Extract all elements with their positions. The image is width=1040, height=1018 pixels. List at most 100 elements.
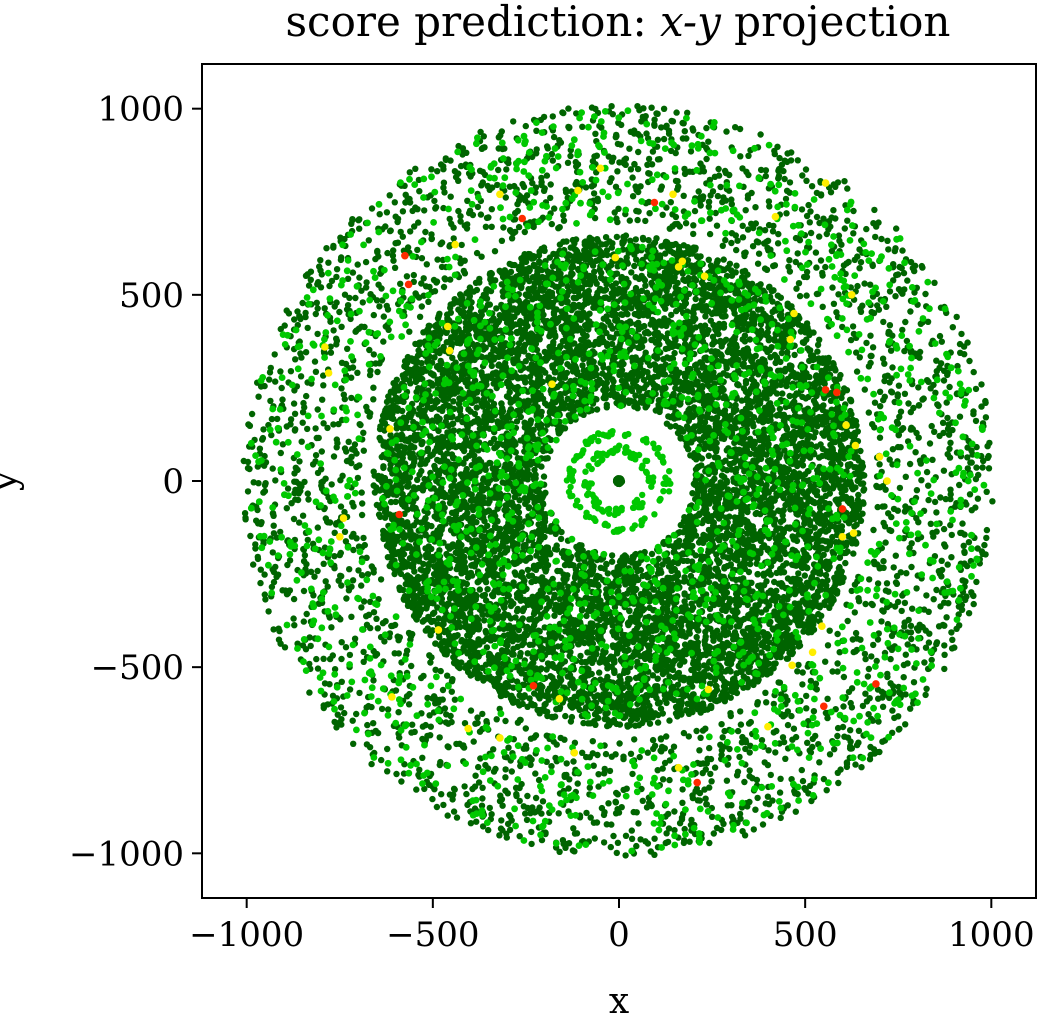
scatter-point: [569, 477, 576, 484]
scatter-point: [632, 236, 639, 243]
scatter-point: [752, 510, 759, 518]
scatter-point: [518, 569, 526, 576]
scatter-point: [505, 592, 512, 599]
scatter-point: [632, 284, 640, 292]
scatter-point: [447, 301, 454, 308]
scatter-point: [606, 449, 613, 456]
scatter-point: [749, 398, 757, 405]
scatter-point: [590, 455, 597, 463]
scatter-point: [563, 477, 571, 484]
scatter-point: [665, 488, 673, 495]
scatter-point: [621, 431, 629, 439]
scatter-point: [588, 480, 595, 487]
scatter-point: [681, 574, 688, 581]
scatter-point: [850, 550, 857, 557]
scatter-point: [596, 669, 603, 676]
scatter-point: [590, 498, 598, 506]
scatter-point: [621, 449, 629, 456]
scatter-point: [604, 722, 611, 730]
scatter-point: [416, 471, 423, 478]
scatter-point: [814, 348, 821, 355]
scatter-point: [645, 474, 653, 481]
scatter-point: [857, 447, 864, 455]
scatter-point: [565, 488, 573, 496]
scatter-point: [579, 362, 586, 369]
scatter-point: [613, 447, 620, 454]
scatter-point: [524, 650, 531, 657]
scatter-point: [705, 578, 713, 586]
scatter-point: [745, 568, 753, 576]
scatter-point: [633, 585, 640, 593]
scatter-point: [612, 508, 619, 515]
scatter-point: [577, 652, 584, 660]
scatter-point: [582, 468, 589, 475]
scatter-point: [629, 525, 636, 532]
scatter-point: [603, 715, 610, 723]
scatter-point: [567, 483, 574, 491]
scatter-point: [596, 451, 604, 458]
scatter-point: [814, 341, 822, 349]
scatter-point: [554, 643, 562, 650]
chart-title: score prediction: x-y projection: [286, 0, 951, 46]
scatter-point: [598, 457, 605, 464]
scatter-point: [659, 453, 666, 460]
scatter-point: [554, 567, 561, 575]
scatter-point: [601, 521, 608, 528]
scatter-point: [526, 616, 533, 623]
scatter-point: [387, 498, 395, 506]
scatter-point: [585, 490, 592, 497]
scatter-point: [623, 444, 630, 451]
scatter-point: [720, 256, 727, 263]
scatter-point: [429, 610, 437, 617]
scatter-point: [530, 254, 538, 261]
scatter-point: [430, 571, 438, 578]
scatter-point: [376, 434, 383, 442]
scatter-point: [642, 457, 649, 464]
scatter-point: [396, 584, 403, 591]
scatter-point: [593, 406, 601, 413]
scatter-point: [642, 435, 650, 443]
scatter-point: [637, 503, 644, 511]
chart-title-prefix: score prediction:: [286, 0, 660, 46]
scatter-point: [573, 454, 580, 461]
scatter-point: [602, 432, 609, 439]
scatter-point: [630, 504, 638, 511]
scatter-point: [740, 629, 747, 637]
scatter-point: [639, 518, 646, 525]
scatter-point: [730, 408, 738, 416]
scatter-point: [726, 513, 733, 520]
scatter-point: [666, 468, 673, 475]
scatter-point: [595, 430, 602, 437]
scatter-point: [649, 336, 656, 344]
scatter-point: [450, 398, 457, 405]
scatter-point: [705, 517, 712, 525]
scatter-point: [632, 274, 639, 281]
scatter-point: [581, 482, 588, 489]
scatter-point: [801, 572, 808, 579]
scatter-point: [651, 445, 658, 452]
scatter-point: [705, 452, 712, 459]
chart-title-math: x-y: [660, 0, 722, 46]
scatter-point: [551, 545, 559, 553]
scatter-point: [694, 706, 701, 713]
scatter-point: [577, 503, 584, 511]
scatter-point: [633, 496, 641, 504]
scatter-point: [574, 497, 581, 504]
scatter-point: [563, 238, 570, 245]
scatter-point: [595, 437, 602, 445]
scatter-point: [639, 491, 646, 499]
scatter-points: [240, 103, 996, 859]
scatter-point: [786, 392, 793, 400]
scatter-point: [639, 462, 646, 469]
scatter-point: [436, 310, 443, 317]
scatter-point: [686, 405, 693, 413]
scatter-point: [628, 269, 635, 276]
scatter-point: [618, 507, 625, 514]
scatter-point: [476, 586, 483, 593]
scatter-point: [588, 435, 595, 442]
scatter-point: [648, 550, 656, 558]
scatter-point: [666, 717, 673, 724]
scatter-point: [584, 440, 592, 447]
scatter-point: [818, 612, 825, 619]
scatter-point: [490, 435, 498, 443]
